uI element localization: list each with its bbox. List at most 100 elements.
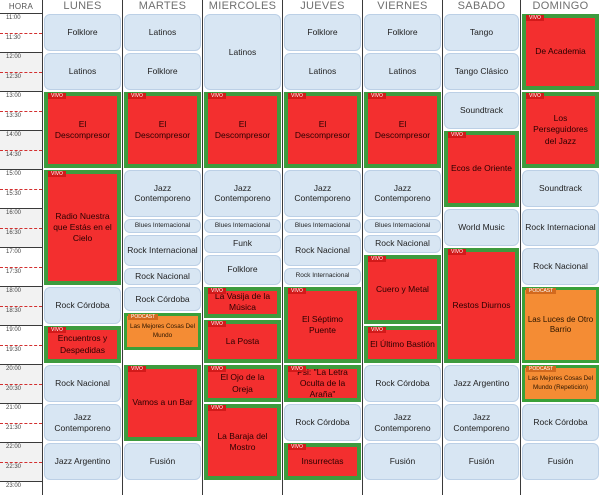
hour-line (0, 91, 42, 92)
program-viernes-4[interactable]: Blues Internacional (364, 218, 441, 233)
program-lunes-3[interactable]: VIVO Radio Nuestra que Estás en el Cielo (44, 170, 121, 285)
program-domingo-3[interactable]: Rock Internacional (522, 209, 599, 246)
program-miercoles-4[interactable]: Funk (204, 235, 281, 253)
program-lunes-4[interactable]: Rock Córdoba (44, 287, 121, 324)
program-lunes-2[interactable]: VIVO El Descompresor (44, 92, 121, 168)
time-label: 22:00 (6, 444, 22, 450)
program-sabado-0[interactable]: Tango (444, 14, 519, 51)
program-martes-10[interactable]: Fusión (124, 443, 201, 480)
program-domingo-2[interactable]: Soundtrack (522, 170, 599, 207)
program-title: Jazz Argentino (54, 456, 111, 467)
program-martes-5[interactable]: Rock Internacional (124, 235, 201, 266)
program-lunes-6[interactable]: Rock Nacional (44, 365, 121, 402)
program-sabado-2[interactable]: Soundtrack (444, 92, 519, 129)
program-viernes-3[interactable]: Jazz Contemporeno (364, 170, 441, 217)
program-miercoles-0[interactable]: Latinos (204, 14, 281, 90)
time-label: 18:30 (6, 307, 22, 314)
vivo-badge: VIVO (526, 93, 544, 99)
vivo-badge: VIVO (288, 366, 306, 372)
program-sabado-8[interactable]: Fusión (444, 443, 519, 480)
time-label: 11:30 (6, 34, 21, 41)
program-sabado-7[interactable]: Jazz Contemporeno (444, 404, 519, 441)
program-lunes-7[interactable]: Jazz Contemporeno (44, 404, 121, 441)
program-title: Fusión (149, 456, 176, 467)
podcast-badge: PODCAST (526, 366, 557, 372)
time-label: 17:30 (6, 268, 22, 275)
program-title: Tango Clásico (454, 66, 509, 77)
program-title: Vamos a un Bar (128, 369, 197, 437)
program-martes-1[interactable]: Folklore (124, 53, 201, 90)
program-miercoles-6[interactable]: VIVO La Vasija de la Música (204, 287, 281, 318)
program-viernes-6[interactable]: VIVO Cuero y Metal (364, 254, 441, 324)
program-jueves-7[interactable]: VIVO El Séptimo Puente (284, 287, 361, 363)
day-header-sabado: SABADO (443, 0, 520, 13)
program-viernes-5[interactable]: Rock Nacional (364, 235, 441, 253)
program-title: Las Luces de Otro Barrio (525, 290, 596, 360)
program-martes-0[interactable]: Latinos (124, 14, 201, 51)
program-jueves-9[interactable]: Rock Córdoba (284, 404, 361, 441)
program-title: Folklore (387, 27, 418, 38)
program-domingo-7[interactable]: Rock Córdoba (522, 404, 599, 441)
program-martes-2[interactable]: VIVO El Descompresor (124, 92, 201, 168)
program-jueves-1[interactable]: Latinos (284, 53, 361, 90)
program-lunes-1[interactable]: Latinos (44, 53, 121, 90)
hour-line (0, 169, 42, 170)
program-viernes-7[interactable]: VIVO El Último Bastión (364, 326, 441, 363)
program-miercoles-8[interactable]: VIVO El Ojo de la Oreja (204, 365, 281, 402)
program-domingo-8[interactable]: Fusión (522, 443, 599, 480)
program-miercoles-5[interactable]: Folklore (204, 254, 281, 285)
program-sabado-6[interactable]: Jazz Argentino (444, 365, 519, 402)
program-domingo-4[interactable]: Rock Nacional (522, 248, 599, 285)
time-label: 12:00 (6, 54, 22, 60)
program-jueves-8[interactable]: VIVO Psi: "La Letra Oculta de la Araña" (284, 365, 361, 402)
program-domingo-6[interactable]: PODCAST Las Mejores Cosas Del Mundo (Repe… (522, 365, 599, 402)
program-jueves-0[interactable]: Folklore (284, 14, 361, 51)
program-sabado-1[interactable]: Tango Clásico (444, 53, 519, 90)
program-martes-9[interactable]: VIVO Vamos a un Bar (124, 365, 201, 441)
program-title: Rock Internacional (295, 272, 350, 280)
program-jueves-2[interactable]: VIVO El Descompresor (284, 92, 361, 168)
program-miercoles-7[interactable]: VIVO La Posta (204, 319, 281, 363)
program-martes-7[interactable]: Rock Córdoba (124, 287, 201, 311)
program-martes-3[interactable]: Jazz Contemporeno (124, 170, 201, 217)
hour-line (0, 325, 42, 326)
program-jueves-4[interactable]: Blues Internacional (284, 218, 361, 233)
program-title: Latinos (228, 46, 257, 57)
program-viernes-2[interactable]: VIVO El Descompresor (364, 92, 441, 168)
program-jueves-6[interactable]: Rock Internacional (284, 267, 361, 285)
column-separator (442, 0, 443, 495)
time-label: 13:30 (6, 112, 22, 119)
program-viernes-10[interactable]: Fusión (364, 443, 441, 480)
program-martes-4[interactable]: Blues Internacional (124, 218, 201, 233)
program-jueves-5[interactable]: Rock Nacional (284, 235, 361, 266)
program-domingo-1[interactable]: VIVO Los Perseguidores del Jazz (522, 92, 599, 168)
program-lunes-5[interactable]: VIVO Encuentros y Despedidas (44, 326, 121, 363)
program-miercoles-3[interactable]: Blues Internacional (204, 218, 281, 233)
vivo-badge: VIVO (208, 288, 226, 294)
program-miercoles-1[interactable]: VIVO El Descompresor (204, 92, 281, 168)
program-martes-6[interactable]: Rock Nacional (124, 267, 201, 285)
program-title: Insurrectas (288, 447, 357, 476)
day-header-martes: MARTES (123, 0, 202, 13)
program-domingo-5[interactable]: PODCAST Las Luces de Otro Barrio (522, 287, 599, 363)
program-jueves-3[interactable]: Jazz Contemporeno (284, 170, 361, 217)
vivo-badge: VIVO (208, 93, 226, 99)
program-sabado-5[interactable]: VIVO Restos Diurnos (444, 248, 519, 363)
program-domingo-0[interactable]: VIVO De Academia (522, 14, 599, 90)
program-viernes-8[interactable]: Rock Córdoba (364, 365, 441, 402)
program-viernes-0[interactable]: Folklore (364, 14, 441, 51)
program-jueves-10[interactable]: VIVO Insurrectas (284, 443, 361, 480)
program-sabado-4[interactable]: World Music (444, 209, 519, 246)
program-viernes-9[interactable]: Jazz Contemporeno (364, 404, 441, 441)
program-miercoles-2[interactable]: Jazz Contemporeno (204, 170, 281, 217)
program-sabado-3[interactable]: VIVO Ecos de Oriente (444, 131, 519, 207)
program-title: Los Perseguidores del Jazz (526, 96, 595, 164)
half-hour-line (0, 461, 42, 463)
program-miercoles-9[interactable]: VIVO La Baraja del Mostro (204, 404, 281, 480)
program-viernes-1[interactable]: Latinos (364, 53, 441, 90)
half-hour-line (0, 422, 42, 424)
program-lunes-0[interactable]: Folklore (44, 14, 121, 51)
program-title: De Academia (526, 18, 595, 86)
program-lunes-8[interactable]: Jazz Argentino (44, 443, 121, 480)
program-martes-8[interactable]: PODCAST Las Mejores Cosas Del Mundo (124, 313, 201, 350)
